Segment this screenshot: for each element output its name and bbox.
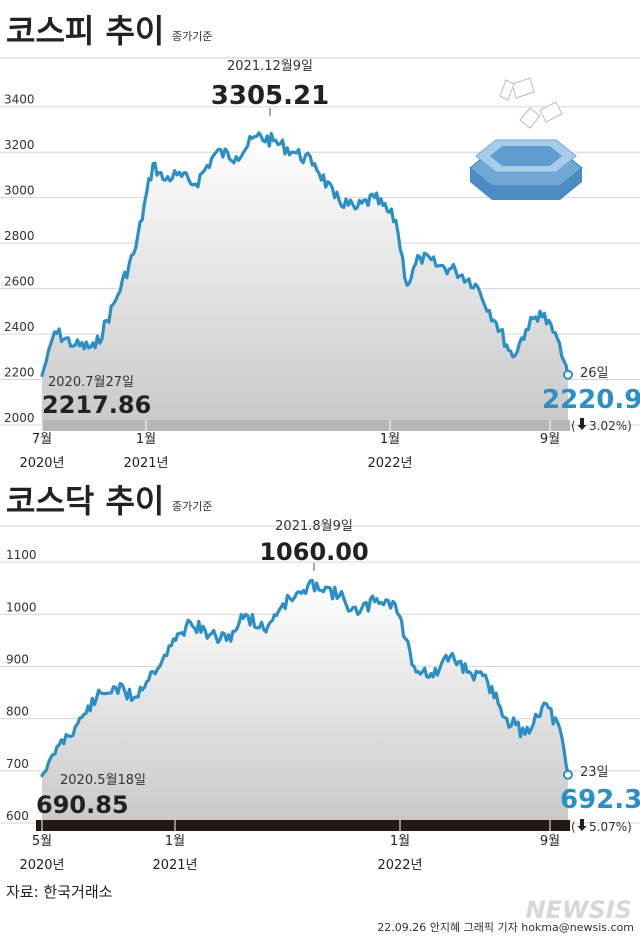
kospi-change: 3.02%)	[589, 419, 632, 433]
kosdaq-peak-date: 2021.8월9일	[275, 519, 353, 534]
kospi-end-marker	[563, 369, 573, 380]
kospi-subtitle: 종가기준	[172, 30, 212, 43]
y-tick-label: 1100	[6, 548, 37, 562]
y-tick-label: 900	[6, 652, 29, 666]
kospi-start-value: 2217.86	[42, 391, 151, 419]
kosdaq-chart: 코스닥 추이 종가기준 600 700 800 900 1000 1100 5월 2020년…	[0, 482, 640, 873]
kospi-title: 코스피 추이	[6, 12, 164, 50]
y-tick-label: 600	[6, 809, 29, 823]
x-tick-year: 2020년	[19, 858, 64, 873]
kosdaq-change-prefix: (	[571, 820, 576, 834]
y-tick-label: 800	[6, 705, 29, 719]
kospi-chart: 코스피 추이 종가기준 2000 2200 2400 2600 2800 3000 3200…	[0, 12, 640, 471]
y-tick-label: 3400	[4, 93, 35, 107]
x-tick-year: 2022년	[367, 456, 412, 471]
kosdaq-y-axis: 600 700 800 900 1000 1100	[6, 548, 37, 823]
y-tick-label: 2400	[4, 320, 35, 334]
source-note: 자료: 한국거래소	[6, 883, 113, 901]
y-tick-label: 3000	[4, 184, 35, 198]
kosdaq-end-marker	[563, 769, 573, 780]
y-tick-label: 2600	[4, 275, 35, 289]
kosdaq-x-axis: 5월 2020년 1월 2021년 1월 2022년 9월	[19, 820, 560, 873]
kospi-start-date: 2020.7월27일	[48, 375, 134, 390]
kosdaq-series-line	[40, 578, 570, 778]
kospi-peak-value: 3305.21	[211, 81, 329, 111]
x-tick-month: 1월	[390, 834, 410, 849]
x-tick-month: 9월	[540, 834, 560, 849]
down-arrow-icon	[577, 819, 587, 831]
x-tick-month: 5월	[32, 834, 52, 849]
kosdaq-peak-value: 1060.00	[259, 538, 368, 566]
kosdaq-change: 5.07%)	[589, 820, 632, 834]
watermark-logo: NEWSIS	[526, 896, 632, 924]
kosdaq-title: 코스닥 추이	[6, 482, 164, 520]
x-tick-month: 1월	[136, 432, 156, 447]
y-tick-label: 1000	[6, 600, 37, 614]
x-tick-month: 9월	[540, 432, 560, 447]
kospi-end-value: 2220.94	[542, 385, 640, 415]
y-tick-label: 700	[6, 757, 29, 771]
kosdaq-end-date: 23일	[580, 765, 609, 780]
kosdaq-start-value: 690.85	[36, 791, 129, 819]
down-arrow-icon	[577, 418, 587, 430]
x-tick-month: 7월	[32, 432, 52, 447]
kospi-series-line	[40, 131, 570, 378]
x-tick-year: 2022년	[377, 858, 422, 873]
x-tick-year: 2020년	[19, 456, 64, 471]
credit-line: 22.09.26 안지혜 그래픽 기자 hokma@newsis.com	[377, 921, 634, 934]
kospi-change-prefix: (	[571, 419, 576, 433]
y-tick-label: 2800	[4, 229, 35, 243]
stock-tray-icon	[469, 77, 583, 200]
kospi-end-date: 26일	[580, 366, 609, 381]
kospi-area-fill	[42, 132, 568, 425]
kospi-x-axis: 7월 2020년 1월 2021년 1월 2022년 9월	[19, 420, 560, 471]
kosdaq-subtitle: 종가기준	[172, 500, 212, 513]
x-tick-year: 2021년	[152, 858, 197, 873]
y-tick-label: 3200	[4, 138, 35, 152]
kospi-peak-date: 2021.12월9일	[227, 59, 313, 74]
y-tick-label: 2000	[4, 411, 35, 425]
kospi-x-axis-bar	[42, 420, 570, 431]
y-tick-label: 2200	[4, 366, 35, 380]
x-tick-year: 2021년	[123, 456, 168, 471]
kospi-y-axis: 2000 2200 2400 2600 2800 3000 3200 3400	[4, 93, 35, 425]
x-tick-month: 1월	[165, 834, 185, 849]
x-tick-month: 1월	[380, 432, 400, 447]
kosdaq-start-date: 2020.5월18일	[60, 773, 146, 788]
kosdaq-x-axis-bar	[36, 820, 570, 831]
kosdaq-end-value: 692.37	[560, 785, 640, 815]
